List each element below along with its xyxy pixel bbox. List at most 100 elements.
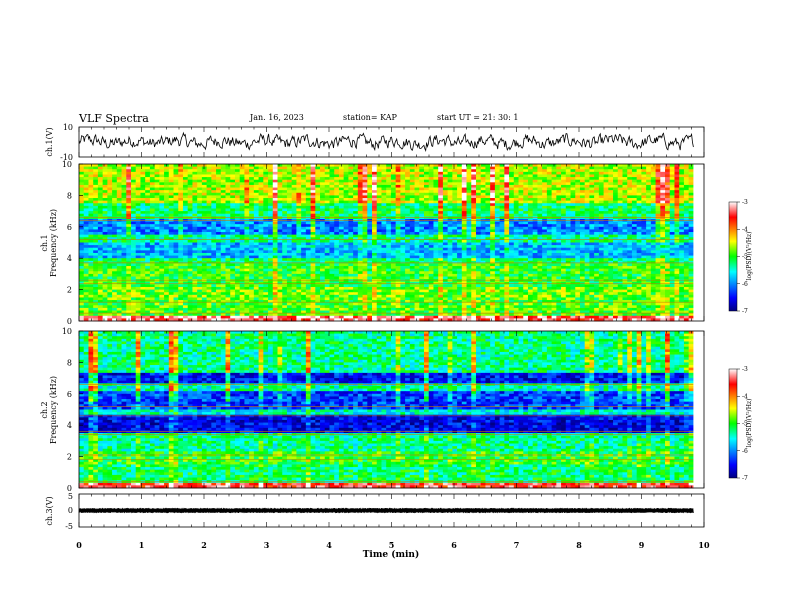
- spectrogram-cell: [655, 198, 661, 202]
- spectrogram-cell: [409, 216, 415, 220]
- spectrogram-cell: [683, 190, 690, 194]
- spectrogram-cell: [424, 192, 430, 196]
- spectrogram-cell: [249, 224, 255, 228]
- spectrogram-cell: [211, 169, 217, 173]
- spectrogram-cell: [381, 192, 387, 196]
- spectrogram-cell: [291, 200, 297, 204]
- spectrogram-cell: [513, 203, 519, 207]
- spectrogram-cell: [296, 247, 302, 251]
- spectrogram-cell: [523, 237, 529, 241]
- spectrogram-cell: [613, 250, 619, 254]
- spectrogram-cell: [390, 205, 397, 209]
- spectrogram-cell: [485, 198, 491, 202]
- spectrogram-cell: [490, 182, 496, 186]
- spectrogram-cell: [494, 229, 501, 233]
- spectrogram-cell: [79, 177, 85, 181]
- spectrogram-cell: [107, 229, 113, 233]
- spectrogram-cell: [665, 177, 671, 181]
- spectrogram-cell: [376, 192, 382, 196]
- spectrogram-cell: [679, 169, 685, 173]
- spectrogram-cell: [291, 195, 297, 199]
- spectrogram-cell: [386, 182, 392, 186]
- spectrogram-cell: [211, 200, 217, 204]
- spectrogram-cell: [282, 203, 288, 207]
- spectrogram-cell: [258, 237, 264, 241]
- spectrogram-cell: [296, 224, 302, 228]
- spectrogram-cell: [258, 203, 264, 207]
- spectrogram-cell: [178, 232, 184, 236]
- spectrogram-cell: [565, 179, 571, 183]
- spectrogram-cell: [329, 216, 335, 220]
- spectrogram-cell: [315, 239, 321, 243]
- spectrogram-cell: [362, 224, 368, 228]
- spectrogram-cell: [579, 242, 586, 246]
- spectrogram-cell: [93, 224, 99, 228]
- spectrogram-cell: [395, 190, 401, 194]
- spectrogram-cell: [348, 221, 354, 225]
- spectrogram-cell: [561, 258, 567, 262]
- spectrogram-cell: [447, 255, 453, 259]
- spectrogram-cell: [234, 198, 241, 202]
- spectrogram-cell: [263, 258, 269, 262]
- spectrogram-cell: [357, 177, 363, 181]
- spectrogram-cell: [518, 245, 524, 249]
- spectrogram-cell: [428, 200, 434, 204]
- spectrogram-cell: [88, 179, 94, 183]
- spectrogram-cell: [168, 195, 174, 199]
- spectrogram-cell: [617, 258, 623, 262]
- spectrogram-cell: [579, 195, 586, 199]
- spectrogram-cell: [390, 258, 397, 262]
- spectrogram-cell: [546, 187, 552, 191]
- spectrogram-cell: [102, 182, 108, 186]
- spectrogram-cell: [263, 205, 269, 209]
- spectrogram-cell: [433, 260, 439, 264]
- spectrogram-cell: [679, 258, 685, 262]
- spectrogram-cell: [556, 177, 562, 181]
- spectrogram-cell: [173, 169, 179, 173]
- spectrogram-cell: [168, 242, 174, 246]
- spectrogram-cell: [182, 255, 189, 259]
- spectrogram-cell: [244, 260, 250, 264]
- spectrogram-cell: [296, 169, 302, 173]
- spectrogram-cell: [674, 239, 680, 243]
- spectrogram-cell: [447, 198, 453, 202]
- spectrogram-cell: [324, 247, 330, 251]
- spectrogram-cell: [461, 224, 467, 228]
- spectrogram-cell: [121, 258, 127, 262]
- spectrogram-cell: [93, 252, 99, 256]
- spectrogram-cell: [679, 164, 685, 168]
- spectrogram-cell: [561, 195, 567, 199]
- spectrogram-cell: [381, 247, 387, 251]
- spectrogram-cell: [107, 166, 113, 170]
- spectrogram-cell: [329, 255, 335, 259]
- spectrogram-cell: [447, 205, 453, 209]
- spectrogram-cell: [631, 224, 638, 228]
- spectrogram-cell: [107, 203, 113, 207]
- spectrogram-cell: [367, 203, 373, 207]
- spectrogram-cell: [230, 195, 236, 199]
- spectrogram-cell: [513, 224, 519, 228]
- spectrogram-cell: [357, 192, 363, 196]
- spectrogram-cell: [216, 171, 222, 175]
- spectrogram-cell: [504, 221, 510, 225]
- spectrogram-cell: [220, 205, 226, 209]
- spectrogram-cell: [79, 226, 85, 230]
- spectrogram-cell: [239, 166, 245, 170]
- spectrogram-cell: [442, 179, 449, 183]
- spectrogram-cell: [542, 239, 548, 243]
- spectrogram-cell: [367, 174, 373, 178]
- spectrogram-cell: [329, 205, 335, 209]
- spectrogram-cell: [665, 232, 671, 236]
- spectrogram-cell: [239, 216, 245, 220]
- spectrogram-cell: [83, 200, 89, 204]
- spectrogram-cell: [168, 245, 174, 249]
- spectrogram-cell: [367, 239, 373, 243]
- spectrogram-cell: [631, 250, 638, 254]
- spectrogram-cell: [490, 221, 496, 225]
- spectrogram-cell: [272, 237, 278, 241]
- spectrogram-cell: [140, 216, 146, 220]
- spectrogram-cell: [598, 164, 604, 168]
- spectrogram-cell: [509, 237, 515, 241]
- spectrogram-cell: [310, 174, 316, 178]
- spectrogram-cell: [466, 200, 472, 204]
